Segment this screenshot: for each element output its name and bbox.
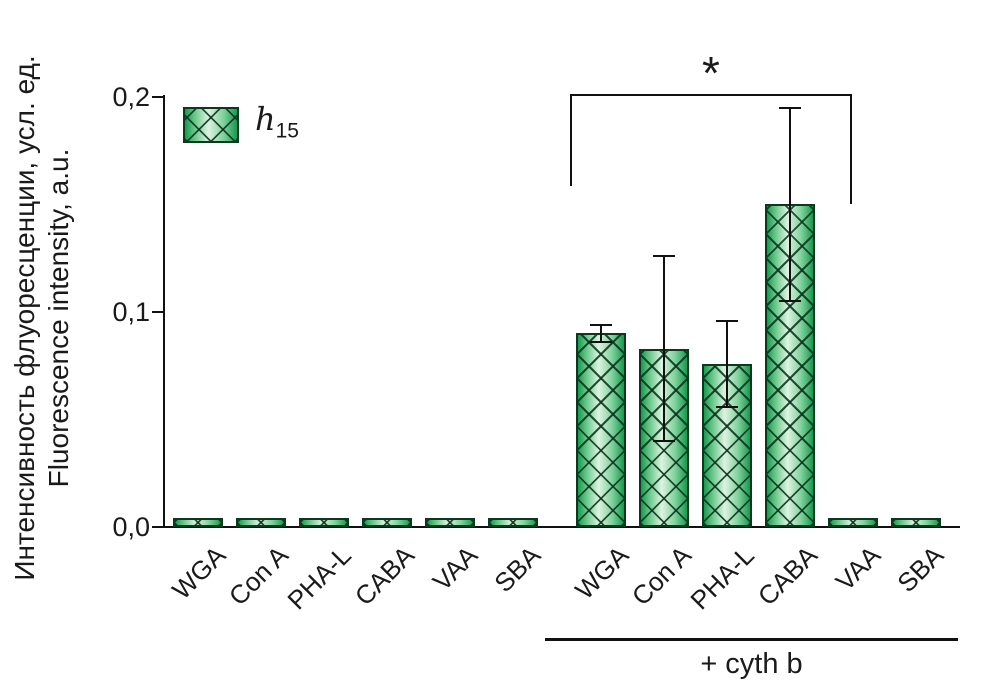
error-bar-line <box>600 324 602 343</box>
error-bar-line <box>726 320 728 407</box>
x-tick-label: Con A <box>222 540 295 612</box>
y-axis-label-ru: Интенсивность флуоресценции, усл. ед. <box>9 55 40 581</box>
bar-vaa <box>425 518 475 527</box>
y-tick-label: 0,2 <box>112 82 150 112</box>
x-tick-label: WGA <box>166 540 232 606</box>
y-axis-label-en: Fluorescence intensity, a.u. <box>43 148 74 488</box>
error-bar-cap <box>590 323 612 326</box>
error-bar-cap <box>779 300 801 303</box>
error-bar-line <box>663 256 665 441</box>
group-underline <box>545 638 958 641</box>
x-tick-label: CABA <box>751 540 824 612</box>
x-tick-label: VAA <box>829 540 887 597</box>
x-tick-label: Con A <box>625 540 698 612</box>
x-tick-label: SBA <box>488 540 547 599</box>
bar-caba <box>362 518 412 527</box>
bar-wga <box>173 518 223 527</box>
legend-swatch <box>183 107 239 143</box>
x-tick-label: VAA <box>426 540 484 597</box>
bar-pha-l <box>299 518 349 527</box>
x-tick-label: SBA <box>891 540 950 599</box>
error-bar-cap <box>716 405 738 408</box>
error-bar-cap <box>653 255 675 258</box>
y-tick-label: 0,0 <box>112 512 150 542</box>
significance-asterisk: * <box>702 47 720 99</box>
x-tick-label: CABA <box>348 540 421 612</box>
y-axis-label: Интенсивность флуоресценции, усл. ед. Fl… <box>8 0 76 648</box>
bar-sba <box>488 518 538 527</box>
legend-label-subscript: 15 <box>275 119 299 143</box>
significance-bracket-horizontal <box>570 94 852 96</box>
bar-sba-cyth-b <box>891 518 941 527</box>
bar-vaa-cyth-b <box>828 518 878 527</box>
y-tick-mark <box>152 526 165 528</box>
y-tick-mark <box>152 311 165 313</box>
legend-label-base: h <box>255 100 276 138</box>
x-axis-line <box>163 526 960 528</box>
error-bar-cap <box>653 440 675 442</box>
bar-caba-cyth-b <box>765 204 815 527</box>
error-bar-line <box>789 107 791 302</box>
bar-wga-cyth-b <box>576 333 626 527</box>
x-tick-label: WGA <box>569 540 635 606</box>
group-label: + cyth b <box>700 648 803 680</box>
x-tick-label: PHA-L <box>281 540 358 616</box>
significance-bracket-left <box>570 94 572 186</box>
bar-con-a <box>236 518 286 527</box>
y-tick-mark <box>152 96 165 98</box>
y-tick-label: 0,1 <box>112 297 150 327</box>
legend-label: h15 <box>255 100 299 143</box>
error-bar-cap <box>590 341 612 344</box>
x-tick-label: PHA-L <box>684 540 761 616</box>
error-bar-cap <box>716 319 738 322</box>
error-bar-cap <box>779 106 801 109</box>
significance-bracket-right <box>850 94 852 204</box>
